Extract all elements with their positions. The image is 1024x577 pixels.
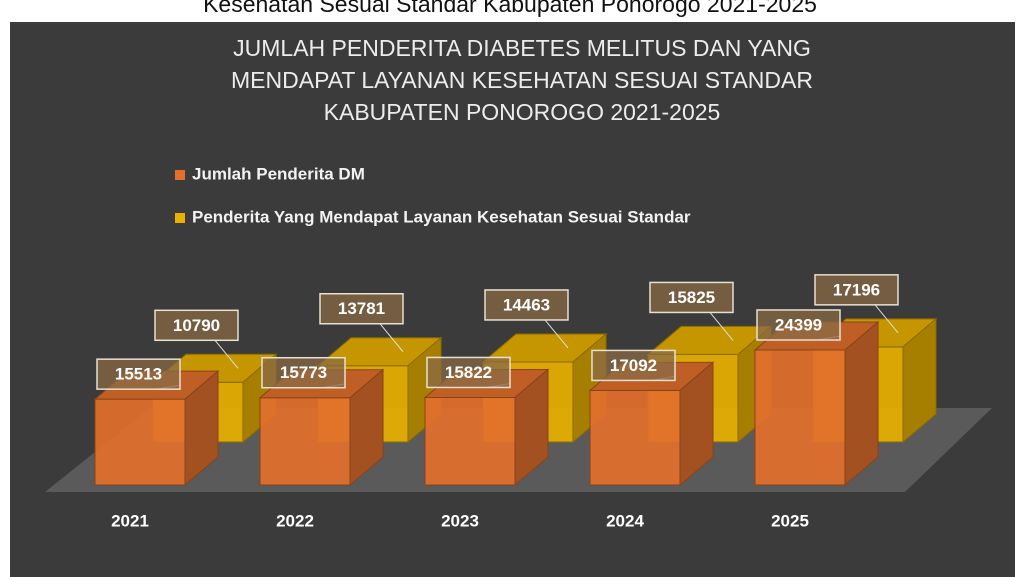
chart-title: JUMLAH PENDERITA DIABETES MELITUS DAN YA… — [233, 35, 811, 61]
bar-side — [679, 361, 714, 487]
leader-line — [544, 319, 569, 349]
bar-front — [94, 398, 186, 486]
x-tick-label: 2024 — [606, 511, 644, 530]
value-label: 13781 — [338, 299, 385, 318]
bar-side — [902, 317, 937, 444]
value-label-box — [484, 289, 569, 321]
leader-line — [214, 339, 239, 369]
value-label: 15513 — [115, 365, 162, 384]
chart-title: KABUPATEN PONOROGO 2021-2025 — [324, 99, 721, 125]
value-label-box — [154, 309, 239, 342]
chart-title: MENDAPAT LAYANAN KESEHATAN SESUAI STANDA… — [231, 67, 813, 93]
value-label-box — [261, 356, 346, 389]
x-tick-label: 2025 — [771, 511, 809, 530]
x-tick-label: 2021 — [111, 511, 149, 530]
value-label: 17092 — [610, 356, 657, 375]
value-label-box — [319, 292, 404, 325]
x-tick-label: 2023 — [441, 511, 479, 530]
value-label-box — [756, 309, 841, 341]
legend-label: Jumlah Penderita DM — [192, 164, 365, 183]
legend-swatch — [175, 213, 185, 223]
legend-swatch — [175, 170, 185, 180]
value-label: 14463 — [503, 295, 550, 314]
value-label: 24399 — [775, 315, 822, 334]
value-label-box — [649, 281, 734, 314]
value-label: 15773 — [280, 363, 327, 382]
value-label-box — [96, 358, 181, 390]
value-label: 17196 — [833, 280, 880, 299]
legend-label: Penderita Yang Mendapat Layanan Kesehata… — [192, 207, 691, 226]
bar-front — [424, 396, 516, 486]
value-label: 15825 — [668, 288, 715, 307]
leader-line — [709, 312, 734, 341]
bar-front — [589, 389, 681, 486]
leader-line — [874, 304, 899, 334]
leader-line — [379, 323, 404, 353]
bar-front — [259, 397, 351, 486]
value-label-box — [591, 349, 676, 382]
value-label: 15822 — [445, 363, 492, 382]
bar-front — [754, 349, 846, 486]
bar-side — [184, 370, 219, 487]
bar-side — [349, 368, 384, 487]
value-label-box — [426, 356, 511, 389]
x-tick-label: 2022 — [276, 511, 314, 530]
value-label: 10790 — [173, 316, 220, 335]
bar-side — [514, 368, 549, 487]
bar-side — [844, 320, 879, 487]
caption: Kesehatan Sesuai Standar Kabupaten Ponor… — [203, 0, 817, 17]
value-label-box — [814, 274, 899, 306]
